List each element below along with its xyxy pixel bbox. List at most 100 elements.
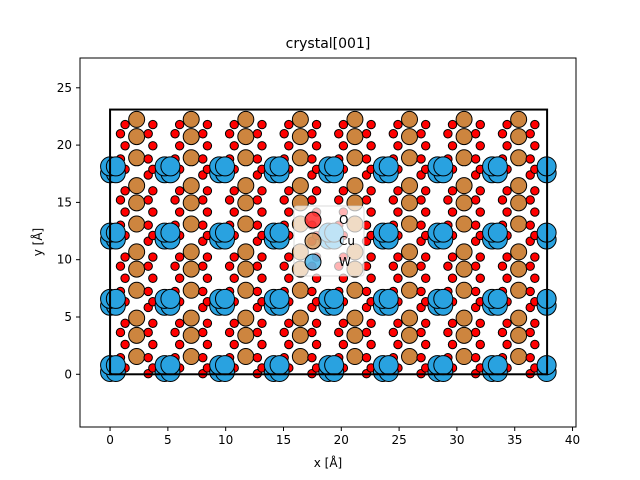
atom-o bbox=[148, 119, 158, 130]
atom-o bbox=[475, 252, 485, 262]
atom-cu bbox=[455, 149, 473, 167]
atom-o bbox=[224, 261, 235, 271]
y-tick-label: 20 bbox=[57, 138, 72, 152]
atom-o bbox=[311, 186, 322, 196]
atom-o bbox=[174, 273, 185, 283]
atom-o bbox=[443, 129, 453, 139]
atom-cu bbox=[510, 243, 528, 261]
atom-o bbox=[416, 154, 426, 164]
atom-o bbox=[115, 327, 126, 338]
atom-w bbox=[487, 156, 508, 177]
atom-o bbox=[257, 141, 267, 151]
atom-o bbox=[143, 220, 153, 230]
atom-o bbox=[475, 186, 485, 196]
atom-o bbox=[198, 154, 208, 164]
atom-cu bbox=[182, 215, 200, 233]
atom-cu bbox=[291, 177, 309, 195]
atom-o bbox=[224, 129, 235, 139]
atom-o bbox=[307, 286, 317, 297]
atom-o bbox=[120, 141, 130, 151]
atom-w bbox=[269, 288, 290, 309]
atom-o bbox=[174, 252, 185, 262]
atom-cu bbox=[401, 215, 419, 233]
atom-w bbox=[324, 288, 345, 309]
atom-o bbox=[525, 195, 535, 205]
atom-o bbox=[502, 273, 512, 283]
atom-cu bbox=[291, 326, 309, 344]
atom-cu bbox=[237, 309, 255, 327]
atom-o bbox=[470, 352, 481, 363]
atom-o bbox=[338, 339, 349, 350]
atom-o bbox=[525, 286, 535, 297]
atom-o bbox=[416, 327, 426, 338]
atom-o bbox=[416, 352, 426, 363]
atom-o bbox=[202, 318, 213, 328]
x-tick-label: 15 bbox=[276, 433, 291, 447]
atom-o bbox=[393, 252, 403, 262]
x-tick-label: 25 bbox=[391, 433, 406, 447]
atom-o bbox=[143, 352, 153, 363]
atom-o bbox=[388, 195, 399, 205]
atom-o bbox=[170, 261, 180, 271]
atom-cu bbox=[455, 243, 473, 261]
atom-cu bbox=[291, 110, 309, 128]
atom-cu bbox=[291, 348, 309, 366]
atom-o bbox=[148, 273, 158, 283]
atom-o bbox=[470, 286, 481, 297]
atom-o bbox=[530, 186, 540, 196]
atom-o bbox=[502, 119, 512, 130]
atom-o bbox=[279, 261, 289, 271]
atom-w bbox=[214, 156, 235, 177]
atom-cu bbox=[510, 194, 528, 212]
atom-cu bbox=[401, 194, 419, 212]
atom-o bbox=[497, 327, 508, 338]
atom-o bbox=[115, 195, 126, 205]
atom-cu bbox=[182, 326, 200, 344]
atom-o bbox=[307, 352, 317, 363]
atom-o bbox=[393, 141, 403, 151]
atom-o bbox=[252, 261, 263, 271]
atom-o bbox=[393, 119, 403, 130]
atom-o bbox=[361, 154, 372, 164]
atom-o bbox=[421, 207, 431, 217]
atom-cu bbox=[291, 149, 309, 167]
atom-o bbox=[421, 252, 431, 262]
atom-o bbox=[198, 129, 208, 139]
atom-o bbox=[257, 339, 267, 350]
atom-o bbox=[366, 252, 376, 262]
atom-o bbox=[334, 327, 344, 338]
atom-o bbox=[361, 327, 372, 338]
atom-o bbox=[530, 339, 540, 350]
atom-o bbox=[252, 286, 263, 297]
atom-cu bbox=[237, 194, 255, 212]
atom-cu bbox=[128, 348, 146, 366]
atom-cu bbox=[237, 110, 255, 128]
atom-o bbox=[416, 220, 426, 230]
atom-cu bbox=[510, 177, 528, 195]
atom-cu bbox=[455, 326, 473, 344]
atom-cu bbox=[346, 326, 364, 344]
atom-o bbox=[525, 352, 535, 363]
atom-cu bbox=[182, 281, 200, 299]
x-axis-label: x [Å] bbox=[314, 455, 343, 470]
unit-cell-box bbox=[109, 108, 549, 376]
atom-w bbox=[160, 156, 181, 177]
atom-cu bbox=[237, 243, 255, 261]
atom-cu bbox=[182, 149, 200, 167]
atom-o bbox=[338, 141, 349, 151]
atom-o bbox=[229, 339, 239, 350]
atom-o bbox=[470, 195, 481, 205]
atom-cu bbox=[510, 110, 528, 128]
atom-w bbox=[105, 288, 126, 309]
atom-o bbox=[252, 154, 263, 164]
atom-cu bbox=[346, 110, 364, 128]
atom-o bbox=[475, 318, 485, 328]
atom-o bbox=[284, 207, 294, 217]
atom-o bbox=[252, 220, 263, 230]
legend-marker-o bbox=[304, 211, 322, 229]
atom-w bbox=[214, 222, 235, 243]
atom-cu bbox=[182, 309, 200, 327]
atom-o bbox=[229, 252, 239, 262]
atom-o bbox=[393, 186, 403, 196]
